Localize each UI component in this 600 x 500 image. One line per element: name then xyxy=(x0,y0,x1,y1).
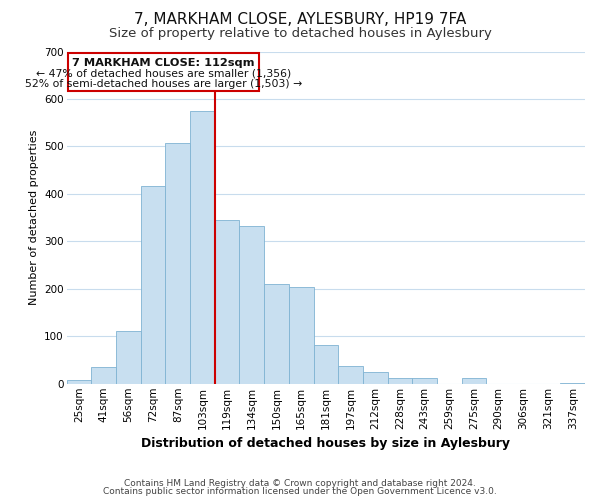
Bar xyxy=(116,330,141,384)
Y-axis label: Number of detached properties: Number of detached properties xyxy=(29,130,39,306)
Bar xyxy=(91,367,116,384)
Bar xyxy=(190,111,215,384)
Bar xyxy=(363,372,388,384)
Bar xyxy=(239,226,264,384)
Text: Size of property relative to detached houses in Aylesbury: Size of property relative to detached ho… xyxy=(109,28,491,40)
X-axis label: Distribution of detached houses by size in Aylesbury: Distribution of detached houses by size … xyxy=(142,437,511,450)
Bar xyxy=(141,186,166,384)
Bar xyxy=(461,378,486,384)
Text: 52% of semi-detached houses are larger (1,503) →: 52% of semi-detached houses are larger (… xyxy=(25,78,302,88)
Bar xyxy=(67,380,91,384)
Bar xyxy=(166,143,190,384)
Text: ← 47% of detached houses are smaller (1,356): ← 47% of detached houses are smaller (1,… xyxy=(36,68,291,78)
FancyBboxPatch shape xyxy=(68,53,259,91)
Text: Contains public sector information licensed under the Open Government Licence v3: Contains public sector information licen… xyxy=(103,487,497,496)
Text: Contains HM Land Registry data © Crown copyright and database right 2024.: Contains HM Land Registry data © Crown c… xyxy=(124,478,476,488)
Text: 7 MARKHAM CLOSE: 112sqm: 7 MARKHAM CLOSE: 112sqm xyxy=(73,58,255,68)
Bar xyxy=(314,345,338,384)
Bar xyxy=(289,288,314,384)
Bar xyxy=(388,378,412,384)
Text: 7, MARKHAM CLOSE, AYLESBURY, HP19 7FA: 7, MARKHAM CLOSE, AYLESBURY, HP19 7FA xyxy=(134,12,466,28)
Bar xyxy=(412,378,437,384)
Bar xyxy=(264,284,289,384)
Bar xyxy=(215,220,239,384)
Bar xyxy=(560,383,585,384)
Bar xyxy=(338,366,363,384)
